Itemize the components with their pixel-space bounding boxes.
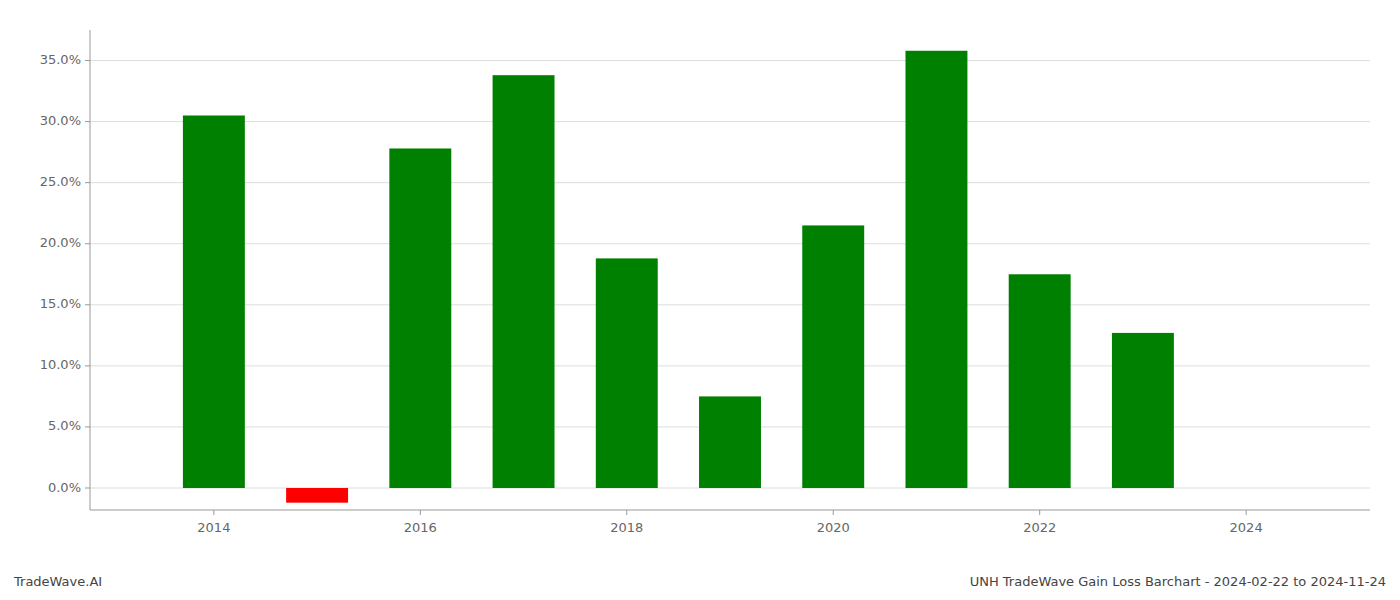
x-tick-label: 2020 xyxy=(817,520,850,535)
y-tick-label: 25.0% xyxy=(40,174,81,189)
bar xyxy=(183,115,245,488)
bar xyxy=(699,396,761,488)
bars xyxy=(183,51,1174,503)
x-tick xyxy=(626,510,627,515)
x-tick-label: 2018 xyxy=(610,520,643,535)
grid-line xyxy=(90,243,1370,244)
grid-line xyxy=(90,304,1370,305)
y-tick-label: 20.0% xyxy=(40,235,81,250)
footer-text: TradeWave.AI xyxy=(13,574,102,589)
x-tick xyxy=(213,510,214,515)
x-axis-line xyxy=(90,510,1370,511)
y-tick xyxy=(85,182,90,183)
grid-line xyxy=(90,365,1370,366)
bar xyxy=(389,148,451,488)
x-tick xyxy=(420,510,421,515)
y-axis-line xyxy=(90,30,91,510)
x-tick xyxy=(1246,510,1247,515)
y-tick xyxy=(85,121,90,122)
y-tick xyxy=(85,365,90,366)
x-tick-label: 2024 xyxy=(1230,520,1263,535)
y-tick-label: 35.0% xyxy=(40,52,81,67)
bar xyxy=(286,488,348,503)
title: UNH TradeWave Gain Loss Barchart - 2024-… xyxy=(970,574,1386,589)
bar xyxy=(802,225,864,488)
bar xyxy=(1009,274,1071,488)
y-tick-label: 0.0% xyxy=(48,480,81,495)
x-tick xyxy=(1039,510,1040,515)
y-tick xyxy=(85,304,90,305)
y-tick-label: 15.0% xyxy=(40,296,81,311)
chart: 0.0% 5.0% 10.0% 15.0% 20.0% 25.0% 30.0% 35.0% 20… xyxy=(0,0,1400,600)
x-tick xyxy=(833,510,834,515)
y-tick-label: 5.0% xyxy=(48,418,81,433)
y-tick xyxy=(85,488,90,489)
grid-line xyxy=(90,182,1370,183)
x-tick-label: 2022 xyxy=(1023,520,1056,535)
grid-line xyxy=(90,60,1370,61)
y-tick xyxy=(85,426,90,427)
bar xyxy=(596,258,658,488)
y-tick xyxy=(85,60,90,61)
bar xyxy=(1112,333,1174,488)
y-tick-label: 30.0% xyxy=(40,113,81,128)
y-grid xyxy=(85,61,1370,488)
y-tick-label: 10.0% xyxy=(40,357,81,372)
grid-line xyxy=(90,121,1370,122)
y-tick xyxy=(85,243,90,244)
bar xyxy=(905,51,967,488)
x-tick-label: 2016 xyxy=(404,520,437,535)
x-tick-label: 2014 xyxy=(197,520,230,535)
bar xyxy=(493,75,555,488)
